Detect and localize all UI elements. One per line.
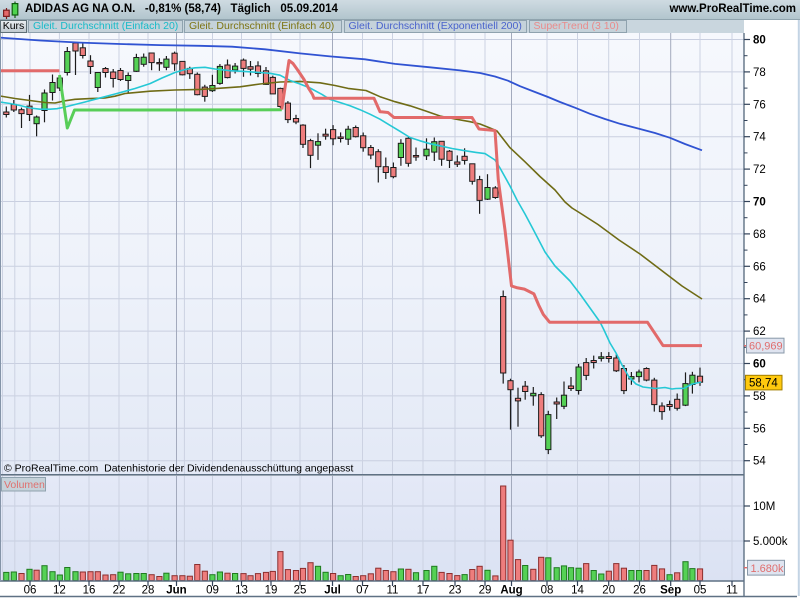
svg-text:22: 22: [113, 585, 126, 597]
svg-text:20: 20: [602, 585, 615, 597]
svg-text:80: 80: [753, 35, 766, 47]
svg-text:10M: 10M: [753, 501, 775, 513]
svg-text:58: 58: [753, 391, 766, 403]
svg-text:Jul: Jul: [324, 585, 341, 597]
svg-text:62: 62: [753, 326, 766, 338]
svg-text:09: 09: [206, 585, 219, 597]
svg-text:11: 11: [726, 585, 738, 597]
svg-text:58,74: 58,74: [749, 378, 778, 390]
svg-text:28: 28: [142, 585, 155, 597]
svg-text:26: 26: [633, 585, 646, 597]
svg-text:16: 16: [83, 585, 96, 597]
svg-text:5.000k: 5.000k: [753, 536, 788, 548]
svg-text:Sep: Sep: [660, 585, 681, 597]
svg-text:13: 13: [235, 585, 248, 597]
svg-text:60: 60: [753, 359, 766, 371]
svg-text:1.680k: 1.680k: [751, 563, 785, 575]
svg-text:60,969: 60,969: [749, 341, 783, 353]
svg-text:12: 12: [53, 585, 66, 597]
svg-text:19: 19: [265, 585, 278, 597]
svg-text:06: 06: [24, 585, 37, 597]
svg-text:54: 54: [753, 456, 766, 468]
svg-text:68: 68: [753, 229, 766, 241]
svg-text:07: 07: [356, 585, 369, 597]
svg-text:05: 05: [694, 585, 707, 597]
svg-text:Volumen: Volumen: [4, 479, 45, 491]
svg-text:64: 64: [753, 294, 766, 306]
svg-text:78: 78: [753, 67, 766, 79]
svg-text:25: 25: [294, 585, 307, 597]
svg-text:72: 72: [753, 164, 766, 176]
svg-text:08: 08: [541, 585, 554, 597]
svg-text:66: 66: [753, 261, 766, 273]
svg-text:74: 74: [753, 132, 766, 144]
svg-text:23: 23: [449, 585, 462, 597]
svg-text:© ProRealTime.com Datenhistor: © ProRealTime.com Datenhistorie der Divi…: [4, 463, 353, 475]
svg-text:11: 11: [387, 585, 399, 597]
svg-text:14: 14: [571, 585, 584, 597]
svg-text:56: 56: [753, 423, 766, 435]
svg-text:76: 76: [753, 99, 766, 111]
svg-text:Aug: Aug: [500, 585, 522, 597]
svg-text:17: 17: [417, 585, 430, 597]
svg-text:70: 70: [753, 197, 766, 209]
svg-text:Jun: Jun: [166, 585, 186, 597]
svg-text:29: 29: [479, 585, 492, 597]
